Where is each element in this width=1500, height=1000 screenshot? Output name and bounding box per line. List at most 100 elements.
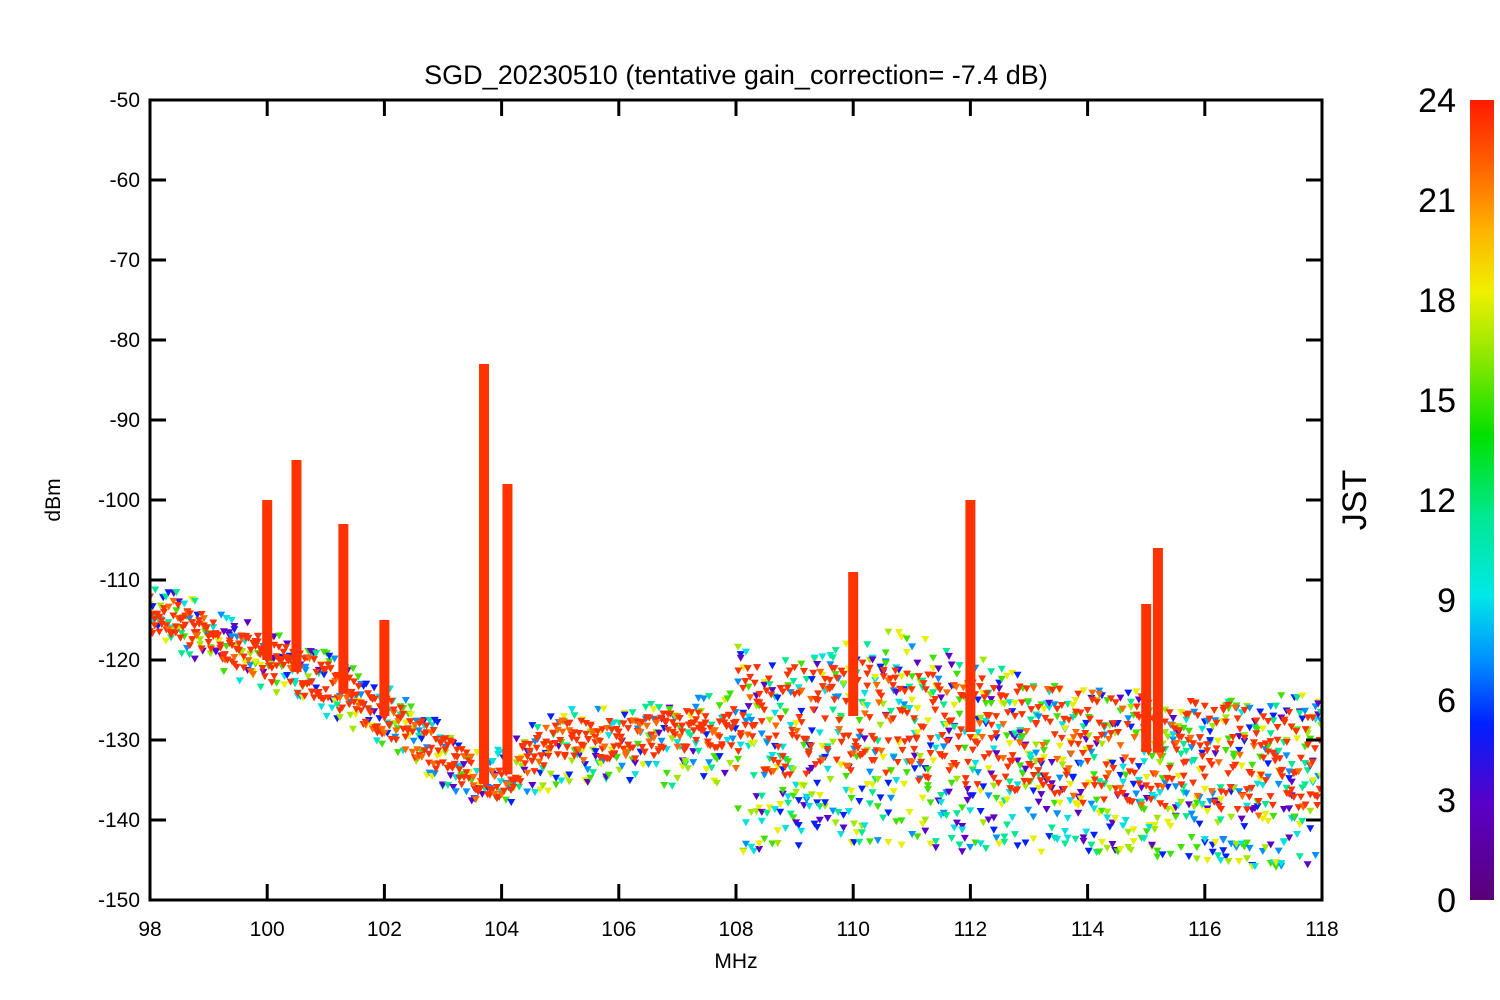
noise-point <box>905 808 914 816</box>
noise-point <box>196 636 205 644</box>
noise-point <box>981 717 990 725</box>
noise-point <box>913 833 922 841</box>
noise-point <box>847 795 856 803</box>
noise-red-point <box>1210 707 1219 715</box>
noise-point <box>902 635 911 643</box>
noise-point <box>1161 729 1170 737</box>
noise-point <box>301 667 310 675</box>
noise-point <box>881 659 890 667</box>
noise-point <box>1184 801 1193 809</box>
noise-red-point <box>270 641 279 649</box>
noise-red-point <box>1050 731 1059 739</box>
noise-red-point <box>162 622 171 630</box>
noise-point <box>726 690 735 698</box>
noise-red-point <box>807 742 816 750</box>
noise-point <box>1103 814 1112 822</box>
noise-red-point <box>551 739 560 747</box>
noise-red-point <box>1109 720 1118 728</box>
noise-point <box>784 758 793 766</box>
noise-red-point <box>635 728 644 736</box>
noise-red-point <box>1055 685 1064 693</box>
noise-red-point <box>1179 772 1188 780</box>
noise-red-point <box>741 678 750 686</box>
noise-point <box>425 717 434 725</box>
noise-point <box>908 696 917 704</box>
noise-point <box>1155 759 1164 767</box>
noise-point <box>567 706 576 714</box>
noise-point <box>1148 841 1157 849</box>
noise-point <box>1161 706 1170 714</box>
noise-point <box>1211 750 1220 758</box>
noise-point <box>227 633 236 641</box>
noise-point <box>401 719 410 727</box>
noise-point <box>1274 780 1283 788</box>
noise-point <box>414 727 423 735</box>
noise-point <box>950 824 959 832</box>
noise-red-point <box>701 719 710 727</box>
x-axis-label: MHz <box>714 950 757 973</box>
noise-point <box>375 715 384 723</box>
noise-point <box>1240 823 1249 831</box>
noise-point <box>728 735 737 743</box>
noise-point <box>937 791 946 799</box>
noise-red-point <box>1212 745 1221 753</box>
noise-point <box>1190 816 1199 824</box>
noise-red-point <box>535 758 544 766</box>
noise-red-point <box>495 767 504 775</box>
noise-red-point <box>169 597 178 605</box>
noise-point <box>1224 705 1233 713</box>
noise-red-point <box>607 726 616 734</box>
noise-red-point <box>1146 785 1155 793</box>
noise-red-point <box>363 690 372 698</box>
noise-red-point <box>729 706 738 714</box>
noise-point <box>1076 760 1085 768</box>
noise-point <box>1269 712 1278 720</box>
noise-point <box>857 829 866 837</box>
noise-point <box>702 731 711 739</box>
noise-red-point <box>1257 742 1266 750</box>
noise-red-point <box>835 726 844 734</box>
noise-point <box>604 732 613 740</box>
noise-red-point <box>1034 704 1043 712</box>
noise-point <box>322 712 331 720</box>
noise-red-point <box>734 667 743 675</box>
noise-point <box>256 683 265 691</box>
noise-point <box>320 671 329 679</box>
noise-point <box>459 761 468 769</box>
noise-point <box>1000 838 1009 846</box>
noise-point <box>1285 805 1294 813</box>
noise-red-point <box>1071 728 1080 736</box>
noise-red-point <box>490 773 499 781</box>
noise-point <box>868 656 877 664</box>
noise-point <box>1253 803 1262 811</box>
noise-point <box>892 818 901 826</box>
noise-point <box>1061 725 1070 733</box>
noise-red-point <box>448 738 457 746</box>
noise-point <box>1163 733 1172 741</box>
noise-point <box>1266 703 1275 711</box>
noise-red-point <box>1271 753 1280 761</box>
noise-point <box>923 782 932 790</box>
noise-red-point <box>417 718 426 726</box>
y-tick-label: -100 <box>98 489 140 512</box>
noise-point <box>1016 729 1025 737</box>
noise-red-point <box>326 665 335 673</box>
noise-red-point <box>549 730 558 738</box>
noise-red-point <box>1090 776 1099 784</box>
noise-point <box>752 793 761 801</box>
noise-point <box>552 781 561 789</box>
noise-red-point <box>617 733 626 741</box>
noise-red-point <box>938 732 947 740</box>
noise-red-point <box>345 701 354 709</box>
noise-red-point <box>797 719 806 727</box>
noise-point <box>330 655 339 663</box>
noise-point <box>1087 841 1096 849</box>
noise-red-point <box>1160 718 1169 726</box>
noise-point <box>1279 806 1288 814</box>
noise-point <box>797 707 806 715</box>
noise-point <box>794 797 803 805</box>
y-tick-label: -140 <box>98 809 140 832</box>
noise-red-point <box>199 615 208 623</box>
noise-point <box>958 804 967 812</box>
noise-red-point <box>1046 783 1055 791</box>
